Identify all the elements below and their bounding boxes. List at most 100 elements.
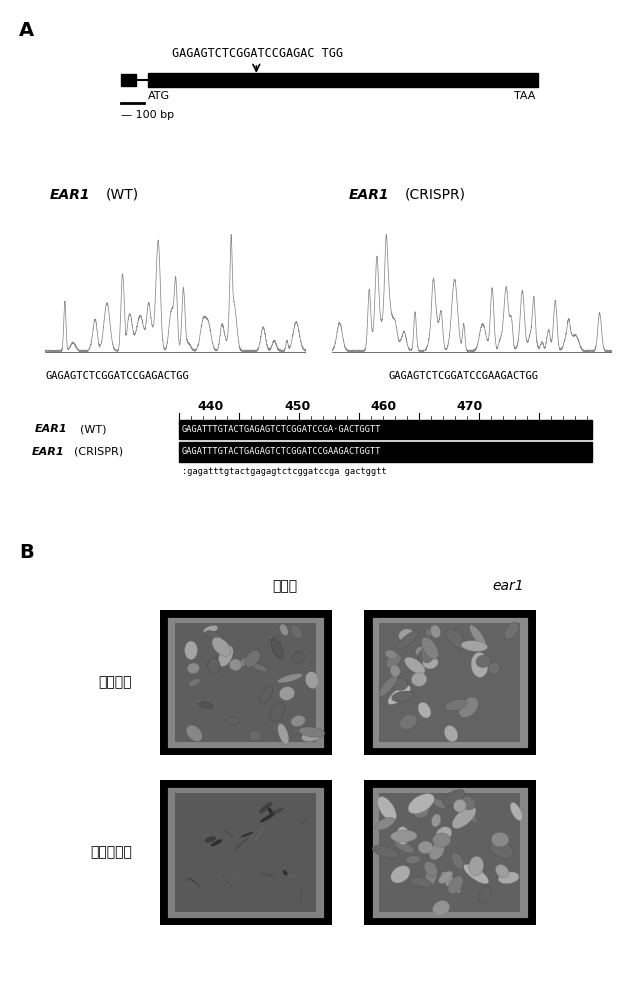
Ellipse shape	[259, 802, 272, 813]
Ellipse shape	[236, 656, 252, 668]
Ellipse shape	[385, 650, 397, 659]
Text: — 100 bp: — 100 bp	[121, 110, 174, 120]
Ellipse shape	[471, 652, 488, 677]
Ellipse shape	[212, 637, 231, 656]
Text: GAGATTTGTACTGAGAGTCTCGGATCCGAAGACTGGTT: GAGATTTGTACTGAGAGTCTCGGATCCGAAGACTGGTT	[182, 447, 381, 456]
Text: GAGATTTGTACTGAGAGTCTCGGATCCGA·GACTGGTT: GAGATTTGTACTGAGAGTCTCGGATCCGA·GACTGGTT	[182, 425, 381, 434]
Ellipse shape	[445, 699, 467, 711]
Ellipse shape	[391, 866, 410, 883]
Bar	[179, 442, 593, 462]
Ellipse shape	[271, 638, 283, 659]
Ellipse shape	[406, 856, 421, 864]
Ellipse shape	[429, 843, 444, 860]
Ellipse shape	[404, 657, 425, 674]
Ellipse shape	[375, 817, 394, 830]
Ellipse shape	[292, 652, 304, 663]
Ellipse shape	[431, 814, 441, 827]
Bar	[179, 420, 593, 439]
Ellipse shape	[186, 725, 202, 742]
Ellipse shape	[270, 702, 285, 722]
Ellipse shape	[452, 806, 476, 828]
Ellipse shape	[469, 856, 484, 876]
Text: EAR1: EAR1	[50, 188, 90, 202]
Ellipse shape	[279, 687, 295, 700]
Text: :gagatttgtactgagagtctcggatccga gactggtt: :gagatttgtactgagagtctcggatccga gactggtt	[182, 467, 387, 476]
Ellipse shape	[413, 803, 429, 818]
Ellipse shape	[241, 832, 253, 837]
Ellipse shape	[457, 801, 477, 823]
Ellipse shape	[268, 637, 280, 650]
Ellipse shape	[433, 900, 450, 916]
Bar	[121, 74, 136, 86]
Ellipse shape	[426, 865, 438, 885]
Ellipse shape	[290, 624, 302, 639]
Ellipse shape	[207, 657, 225, 666]
Ellipse shape	[205, 836, 216, 843]
Ellipse shape	[291, 715, 306, 727]
Ellipse shape	[208, 658, 220, 674]
Text: (WT): (WT)	[80, 424, 107, 434]
Ellipse shape	[415, 647, 429, 657]
Ellipse shape	[390, 665, 400, 677]
Bar	[148, 73, 538, 87]
Ellipse shape	[399, 629, 415, 642]
Bar	[379, 623, 521, 742]
Ellipse shape	[459, 796, 475, 810]
Text: 野生型: 野生型	[272, 579, 297, 593]
Ellipse shape	[423, 657, 438, 669]
Ellipse shape	[182, 878, 197, 882]
Ellipse shape	[498, 872, 519, 884]
Ellipse shape	[412, 672, 427, 686]
Text: GAGAGTCTCGGATCCGAGAC TGG: GAGAGTCTCGGATCCGAGAC TGG	[172, 47, 343, 60]
Text: 440: 440	[198, 400, 224, 413]
Ellipse shape	[424, 861, 437, 876]
Ellipse shape	[433, 799, 446, 808]
Text: TAA: TAA	[514, 91, 535, 101]
Ellipse shape	[436, 827, 452, 842]
Ellipse shape	[226, 717, 240, 724]
Ellipse shape	[386, 654, 401, 668]
Ellipse shape	[199, 702, 212, 709]
Ellipse shape	[394, 840, 414, 853]
Text: GAGAGTCTCGGATCCGAAGACTGG: GAGAGTCTCGGATCCGAAGACTGG	[389, 371, 538, 381]
Text: 干旱处理: 干旱处理	[98, 676, 132, 690]
Ellipse shape	[399, 714, 417, 729]
Text: EAR1: EAR1	[35, 424, 68, 434]
Ellipse shape	[488, 662, 500, 674]
Ellipse shape	[490, 841, 513, 858]
Ellipse shape	[478, 886, 492, 902]
Ellipse shape	[388, 686, 410, 704]
Ellipse shape	[461, 641, 487, 651]
Ellipse shape	[253, 663, 267, 672]
Ellipse shape	[218, 646, 234, 667]
Ellipse shape	[268, 808, 272, 814]
Text: B: B	[19, 543, 34, 562]
Ellipse shape	[454, 799, 466, 812]
Ellipse shape	[379, 675, 398, 696]
Text: ATG: ATG	[148, 91, 170, 101]
Ellipse shape	[418, 702, 431, 718]
Ellipse shape	[205, 631, 223, 641]
Bar	[175, 793, 316, 912]
Ellipse shape	[452, 853, 464, 869]
Ellipse shape	[425, 628, 439, 637]
Text: (CRISPR): (CRISPR)	[404, 188, 466, 202]
Ellipse shape	[441, 872, 461, 893]
Text: 干旱后复水: 干旱后复水	[90, 846, 132, 859]
Text: (WT): (WT)	[105, 188, 138, 202]
Ellipse shape	[278, 674, 302, 683]
Ellipse shape	[470, 625, 486, 647]
Ellipse shape	[378, 797, 396, 821]
Ellipse shape	[279, 624, 288, 636]
Text: EAR1: EAR1	[32, 447, 64, 457]
Ellipse shape	[229, 659, 242, 671]
Ellipse shape	[491, 832, 509, 847]
Bar	[379, 793, 521, 912]
Text: 470: 470	[457, 400, 483, 413]
Text: 460: 460	[371, 400, 397, 413]
Ellipse shape	[433, 833, 450, 847]
Ellipse shape	[443, 790, 464, 806]
Ellipse shape	[408, 794, 434, 814]
Ellipse shape	[464, 864, 489, 884]
Ellipse shape	[204, 625, 218, 634]
